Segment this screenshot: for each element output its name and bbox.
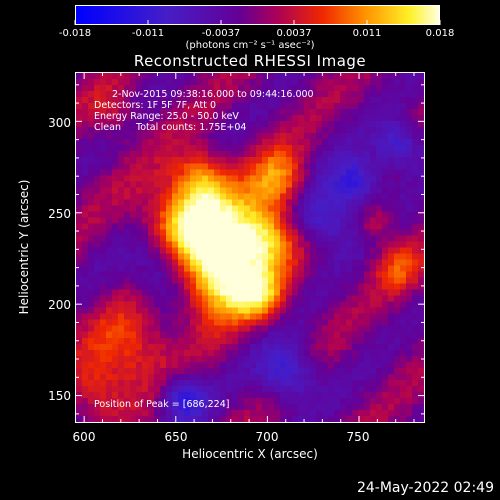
heatmap-image	[76, 73, 424, 422]
x-tick-label: 750	[346, 430, 370, 444]
annotation-time-range: 2-Nov-2015 09:38:16.000 to 09:44:16.000	[112, 89, 314, 100]
colorbar-tick-label: 0.011	[352, 28, 382, 39]
x-axis-label: Heliocentric X (arcsec)	[182, 447, 318, 461]
colorbar-tick-label: -0.011	[131, 28, 165, 39]
annotation-energy-range: Energy Range: 25.0 - 50.0 keV	[94, 111, 239, 122]
annotation-clean-counts: Clean Total counts: 1.75E+04	[94, 122, 247, 133]
colorbar-tick-label: 0.0037	[276, 28, 312, 39]
colorbar-tick-label: -0.0037	[201, 28, 241, 39]
annotation-peak-position: Position of Peak = [686,224]	[94, 399, 230, 410]
colorbar-gradient	[75, 5, 440, 25]
colorbar-units: (photons cm⁻² s⁻¹ asec⁻²)	[185, 40, 315, 51]
y-axis-label: Heliocentric Y (arcsec)	[17, 179, 31, 315]
x-tick-label: 600	[72, 430, 96, 444]
y-tick-label: 200	[48, 298, 71, 312]
y-tick-label: 150	[48, 389, 71, 403]
chart-title: Reconstructed RHESSI Image	[133, 52, 367, 70]
x-tick-label: 650	[164, 430, 188, 444]
heatmap-plot: 2-Nov-2015 09:38:16.000 to 09:44:16.000 …	[75, 72, 425, 423]
x-tick-label: 700	[255, 430, 279, 444]
y-tick-label: 250	[48, 207, 71, 221]
timestamp: 24-May-2022 02:49	[356, 480, 494, 496]
colorbar-tick-label: 0.018	[425, 28, 455, 39]
colorbar-tick-label: -0.018	[58, 28, 92, 39]
y-tick-label: 300	[48, 116, 71, 130]
annotation-detectors: Detectors: 1F 5F 7F, Att 0	[94, 100, 217, 111]
